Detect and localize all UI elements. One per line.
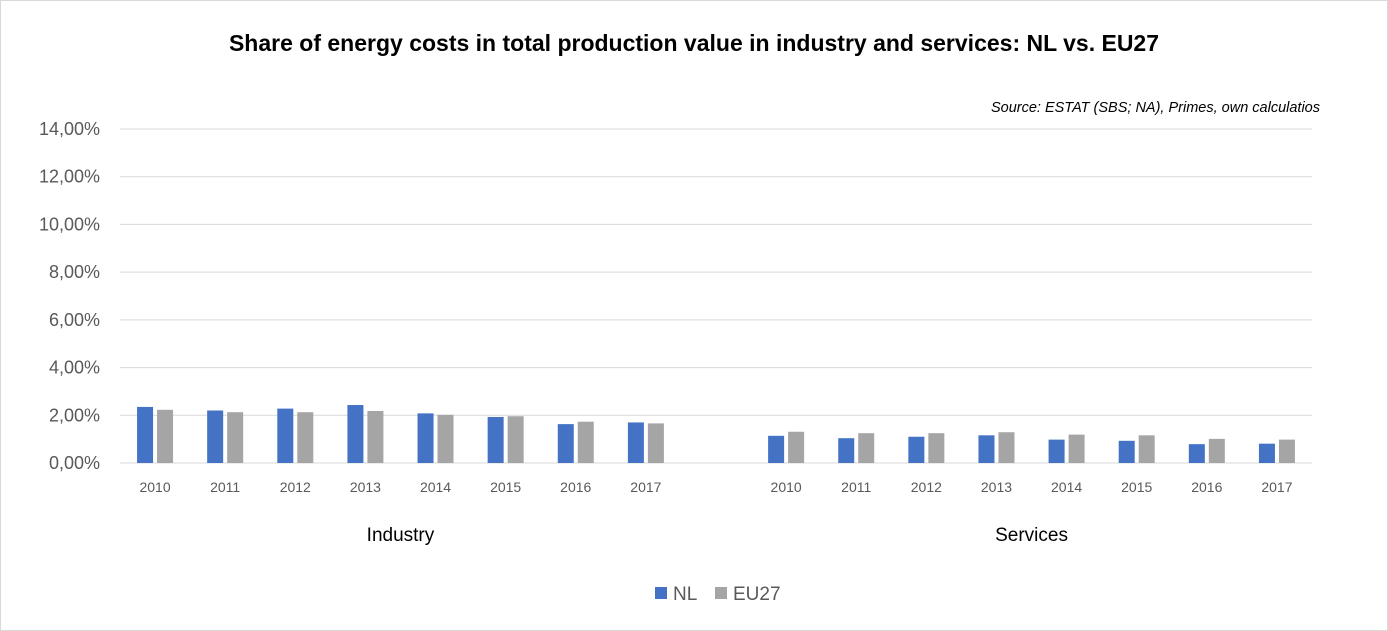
bar-eu27-industry-2014 (437, 414, 454, 463)
x-tick-label: 2012 (280, 479, 311, 495)
bar-nl-industry-2010 (137, 406, 154, 463)
chart-title: Share of energy costs in total productio… (228, 30, 1160, 56)
bar-nl-industry-2016 (557, 424, 574, 463)
x-tick-label: 2015 (490, 479, 521, 495)
y-axis: 0,00% 2,00% 4,00% 6,00% 8,00% 10,00% 12,00% 14,… (39, 119, 100, 473)
y-tick-label: 12,00% (39, 167, 100, 187)
x-tick-label: 2011 (841, 479, 871, 495)
x-tick-label: 2016 (560, 479, 591, 495)
x-tick-label: 2017 (1261, 479, 1292, 495)
bar-eu27-industry-2017 (647, 423, 664, 463)
group-label: Services (995, 525, 1068, 546)
bar-eu27-services-2017 (1278, 439, 1295, 463)
bar-eu27-services-2013 (998, 432, 1015, 463)
legend: NL EU27 (655, 584, 781, 605)
x-tick-label: 2013 (350, 479, 381, 495)
bar-eu27-services-2011 (858, 433, 875, 463)
legend-label-nl: NL (673, 584, 697, 605)
x-tick-label: 2017 (630, 479, 661, 495)
bar-nl-services-2016 (1188, 444, 1205, 463)
bar-nl-services-2013 (978, 435, 995, 463)
bar-eu27-services-2012 (928, 433, 945, 463)
x-tick-label: 2010 (139, 479, 170, 495)
y-tick-label: 4,00% (49, 358, 100, 378)
bar-eu27-services-2014 (1068, 434, 1085, 463)
bar-nl-industry-2013 (347, 405, 364, 463)
bar-nl-services-2010 (768, 435, 785, 463)
legend-swatch-nl (655, 587, 667, 599)
legend-label-eu27: EU27 (733, 584, 781, 605)
x-tick-label: 2014 (1051, 479, 1082, 495)
bar-eu27-industry-2012 (297, 412, 314, 463)
y-tick-label: 14,00% (39, 119, 100, 139)
bar-eu27-services-2010 (788, 431, 805, 463)
bar-nl-industry-2015 (487, 416, 504, 463)
bar-eu27-services-2016 (1208, 438, 1225, 463)
bar-nl-services-2017 (1258, 443, 1275, 463)
source-note: Source: ESTAT (SBS; NA), Primes, own cal… (990, 100, 1320, 116)
bar-nl-services-2015 (1118, 440, 1135, 463)
bar-nl-services-2014 (1048, 439, 1065, 463)
y-tick-label: 6,00% (49, 310, 100, 330)
x-tick-label: 2015 (1121, 479, 1152, 495)
legend-swatch-eu27 (715, 587, 727, 599)
bar-nl-services-2011 (838, 438, 855, 463)
bar-nl-services-2012 (908, 436, 925, 463)
bar-eu27-industry-2015 (507, 416, 524, 463)
x-tick-label: 2014 (420, 479, 451, 495)
y-tick-label: 10,00% (39, 214, 100, 234)
gridlines (120, 128, 1312, 464)
bar-eu27-industry-2016 (577, 421, 594, 463)
x-tick-label: 2012 (911, 479, 942, 495)
x-tick-label: 2016 (1191, 479, 1222, 495)
bar-nl-industry-2017 (627, 422, 644, 463)
bar-eu27-industry-2011 (227, 412, 244, 463)
bar-eu27-industry-2013 (367, 410, 384, 463)
x-tick-label: 2010 (771, 479, 802, 495)
x-tick-label: 2013 (981, 479, 1012, 495)
group-label: Industry (367, 525, 435, 546)
bar-eu27-industry-2010 (157, 409, 174, 463)
y-tick-label: 0,00% (49, 453, 100, 473)
bar-nl-industry-2014 (417, 413, 434, 463)
x-axis: 2010 2011 2012 2013 2014 2015 2016 2017 Industry… (139, 479, 1292, 546)
bar-eu27-services-2015 (1138, 435, 1155, 463)
x-tick-label: 2011 (210, 479, 240, 495)
y-tick-label: 2,00% (49, 405, 100, 425)
bar-nl-industry-2012 (277, 408, 294, 463)
bar-nl-industry-2011 (207, 410, 224, 463)
y-tick-label: 8,00% (49, 262, 100, 282)
bars (137, 405, 1295, 463)
